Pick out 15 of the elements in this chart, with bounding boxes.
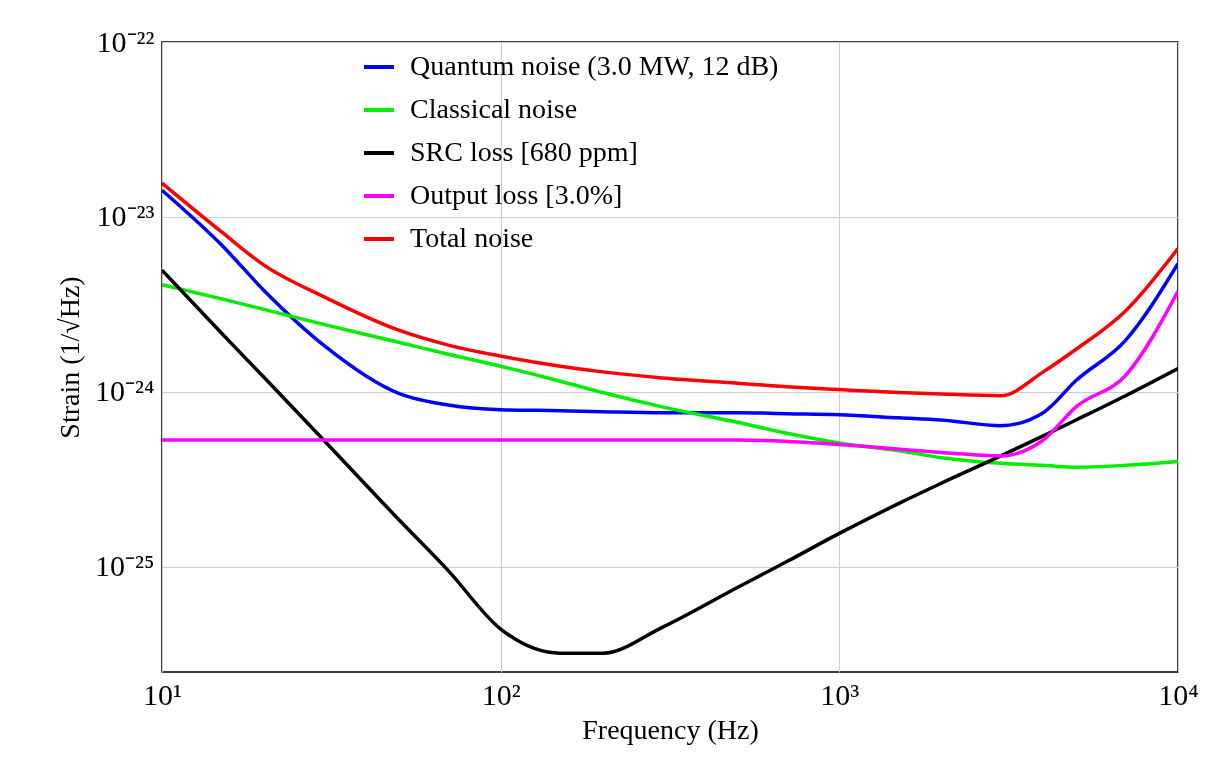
x-tick-label: 10⁴	[1158, 677, 1199, 711]
legend-label: SRC loss [680 ppm]	[410, 136, 638, 167]
legend-label: Output loss [3.0%]	[410, 179, 623, 210]
legend-label: Total noise	[410, 222, 534, 253]
y-tick-label: 10⁻²⁴	[95, 374, 155, 408]
y-tick-label: 10⁻²⁵	[95, 549, 155, 583]
legend-label: Quantum noise (3.0 MW, 12 dB)	[410, 50, 779, 81]
y-tick-label: 10⁻²³	[96, 199, 155, 233]
y-tick-label: 10⁻²²	[96, 24, 155, 58]
x-tick-label: 10³	[820, 677, 860, 711]
x-axis-title: Frequency (Hz)	[582, 713, 759, 745]
x-tick-label: 10¹	[143, 677, 182, 711]
y-axis-title: Strain (1/√Hz)	[54, 276, 86, 439]
x-tick-label: 10²	[481, 677, 521, 711]
legend-label: Classical noise	[410, 93, 578, 124]
